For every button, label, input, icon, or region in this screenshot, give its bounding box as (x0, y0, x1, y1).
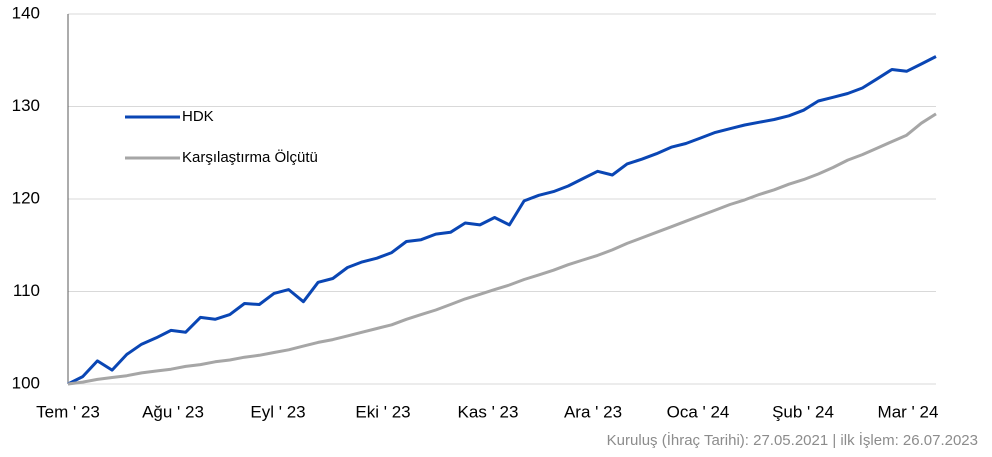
y-tick-label: 140 (12, 3, 40, 22)
y-tick-label: 130 (12, 96, 40, 115)
x-tick-label: Tem ' 23 (36, 402, 100, 421)
x-tick-label: Eyl ' 23 (250, 402, 305, 421)
x-tick-label: Şub ' 24 (772, 402, 834, 421)
legend-label: Karşılaştırma Ölçütü (182, 148, 318, 166)
y-tick-label: 110 (13, 281, 40, 300)
series-line (67, 55, 937, 386)
x-tick-label: Oca ' 24 (667, 402, 730, 421)
y-tick-label: 120 (12, 188, 40, 207)
x-tick-label: Mar ' 24 (878, 402, 939, 421)
footnote: Kuruluş (İhraç Tarihi): 27.05.2021 | ilk… (607, 431, 978, 449)
x-tick-label: Kas ' 23 (458, 402, 519, 421)
legend-label: HDK (182, 108, 214, 125)
x-tick-label: Eki ' 23 (355, 402, 410, 421)
x-tick-label: Ağu ' 23 (142, 402, 204, 421)
y-tick-label: 100 (12, 373, 40, 392)
x-tick-label: Ara ' 23 (564, 402, 622, 421)
series-line (67, 112, 937, 386)
